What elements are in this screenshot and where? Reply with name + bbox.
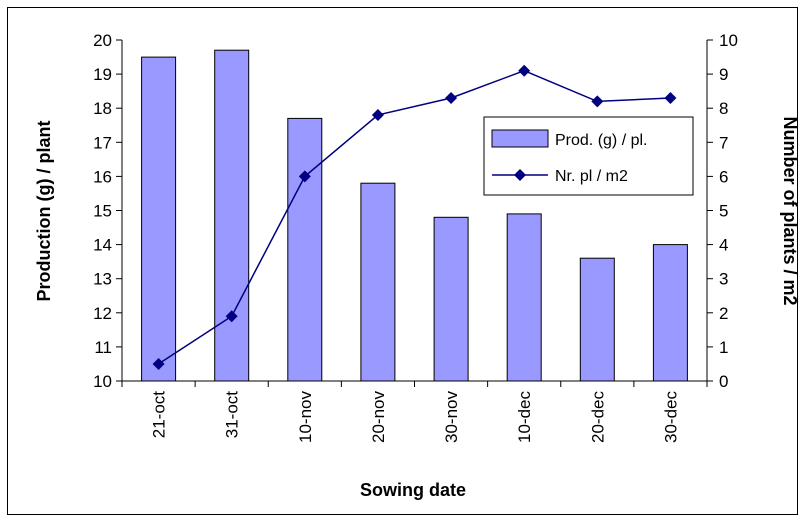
y2-tick-label: 5: [719, 202, 728, 221]
y-tick-label: 17: [93, 133, 112, 152]
bar-30-dec: [652, 244, 688, 382]
legend-bar-swatch: [491, 129, 549, 148]
y-tick-label: 18: [93, 99, 112, 118]
y-tick-label: 11: [94, 338, 112, 357]
line-point-21-oct: [152, 357, 165, 370]
y-tick-label: 20: [93, 31, 112, 50]
y-tick-label: 10: [93, 372, 112, 391]
bar-21-oct: [141, 56, 177, 382]
x-tick-label: 21-oct: [150, 391, 169, 439]
line-point-30-nov: [445, 91, 458, 104]
x-tick-label: 10-nov: [296, 391, 315, 443]
legend-bar-label: Prod. (g) / pl.: [555, 132, 647, 149]
y2-axis-ticks: 0 1 2 3 4 5 6 7 8 9 10: [707, 31, 738, 391]
bar-20-dec: [579, 257, 615, 382]
x-tick-label: 30-nov: [442, 391, 461, 443]
x-tick-label: 20-nov: [369, 391, 388, 443]
y2-tick-label: 4: [719, 236, 728, 255]
y2-tick-label: 10: [719, 31, 738, 50]
line-point-30-dec: [664, 91, 677, 104]
axes: [121, 40, 708, 387]
line-point-31-oct: [225, 310, 238, 323]
line-point-20-nov: [371, 109, 384, 122]
y-tick-label: 12: [93, 304, 112, 323]
bar-10-nov: [287, 117, 323, 382]
x-tick-label: 20-dec: [588, 391, 607, 443]
x-tick-label: 31-oct: [223, 391, 242, 439]
y2-tick-label: 8: [719, 99, 728, 118]
x-axis-title: Sowing date: [360, 480, 466, 500]
y2-tick-label: 0: [719, 372, 728, 391]
bar-10-dec: [506, 213, 542, 382]
y2-tick-label: 9: [719, 65, 728, 84]
y-tick-label: 15: [93, 202, 112, 221]
bar-series: [141, 49, 688, 382]
legend: Prod. (g) / pl. Nr. pl / m2: [483, 116, 694, 196]
y-tick-label: 19: [93, 65, 112, 84]
y2-tick-label: 1: [719, 338, 728, 357]
y2-tick-label: 7: [719, 133, 728, 152]
y-tick-label: 14: [93, 236, 112, 255]
x-tick-label: 30-dec: [661, 391, 680, 443]
line-point-10-nov: [298, 170, 311, 183]
legend-line-marker: [514, 169, 526, 181]
y-axis-ticks: 10 11 12 13 14 15 16 17 18 19 20: [93, 31, 122, 391]
y-tick-label: 16: [93, 167, 112, 186]
y2-tick-label: 2: [719, 304, 728, 323]
y-tick-label: 13: [93, 270, 112, 289]
line-series: [152, 64, 677, 370]
x-axis-ticks: 21-oct 31-oct 10-nov 20-nov 30-nov 10-dec 20-d…: [150, 391, 681, 443]
y-axis-title: Production (g) / plant: [34, 121, 54, 302]
y2-tick-label: 6: [719, 167, 728, 186]
bar-20-nov: [360, 182, 396, 382]
line-point-10-dec: [518, 64, 531, 77]
y2-tick-label: 3: [719, 270, 728, 289]
bar-31-oct: [214, 49, 250, 382]
y2-axis-title: Number of plants / m2: [780, 116, 800, 305]
line-point-20-dec: [591, 95, 604, 108]
legend-line-label: Nr. pl / m2: [555, 168, 628, 185]
x-tick-label: 10-dec: [515, 391, 534, 443]
bar-30-nov: [433, 216, 469, 382]
line-path: [158, 69, 671, 365]
